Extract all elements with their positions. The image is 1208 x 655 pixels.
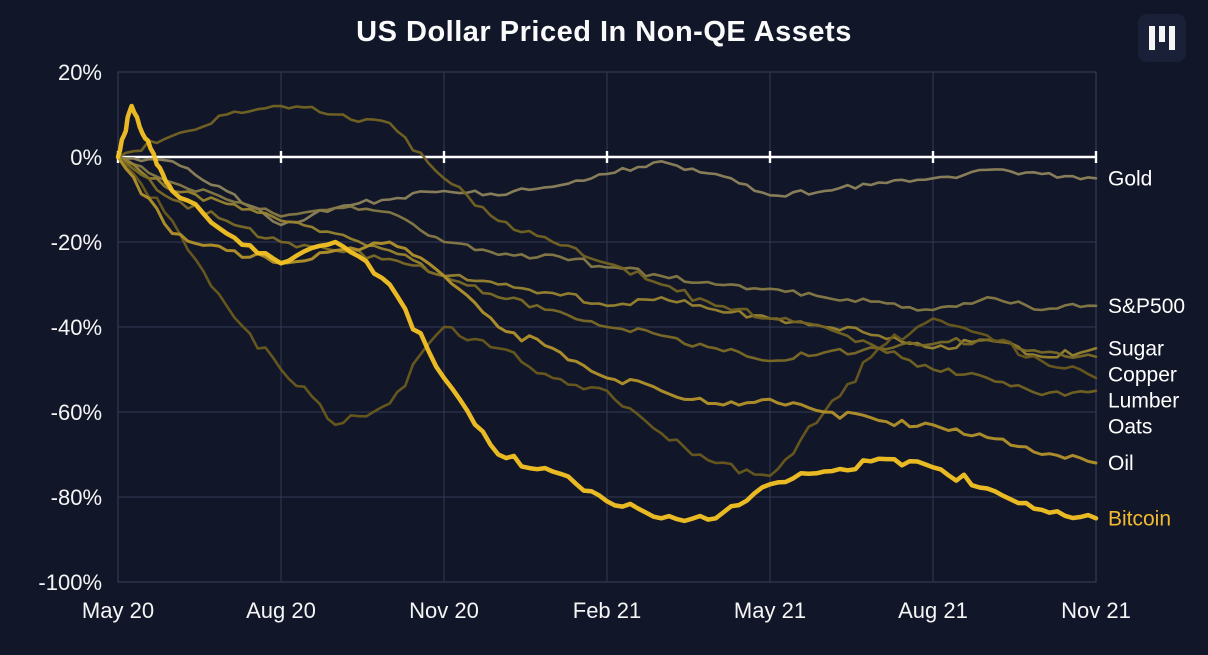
- three-bars-icon: [1149, 26, 1175, 50]
- y-tick-label: -20%: [51, 230, 102, 255]
- y-tick-label: 20%: [58, 60, 102, 85]
- series-line-sp500: [116, 155, 1098, 312]
- y-tick-label: -60%: [51, 400, 102, 425]
- series-line-copper: [116, 155, 1098, 363]
- x-tick-label: Feb 21: [573, 598, 642, 623]
- x-tick-label: Nov 20: [409, 598, 479, 623]
- x-tick-label: Aug 20: [246, 598, 316, 623]
- y-tick-label: -80%: [51, 485, 102, 510]
- series-label-bitcoin: Bitcoin: [1108, 507, 1171, 530]
- series-label-lumber: Lumber: [1108, 389, 1179, 412]
- series-line-sugar: [116, 155, 1098, 359]
- chart-title: US Dollar Priced In Non-QE Assets: [356, 16, 852, 48]
- y-tick-label: -100%: [38, 570, 102, 595]
- brand-logo: [1138, 14, 1186, 62]
- x-tick-label: May 21: [734, 598, 806, 623]
- series-label-oil: Oil: [1108, 452, 1134, 475]
- series-line-bitcoin: [115, 103, 1099, 524]
- series-line-gold: [116, 155, 1098, 227]
- y-tick-label: -40%: [51, 315, 102, 340]
- series-label-gold: Gold: [1108, 167, 1152, 190]
- plot-border: [117, 71, 1097, 583]
- x-tick-label: Aug 21: [898, 598, 968, 623]
- series-label-copper: Copper: [1108, 363, 1177, 386]
- series-line-oats: [116, 104, 1098, 397]
- x-tick-label: Nov 21: [1061, 598, 1131, 623]
- series-line-lumber: [116, 155, 1098, 478]
- series-label-oats: Oats: [1108, 415, 1152, 438]
- series-label-sp500: S&P500: [1108, 295, 1185, 318]
- series-label-sugar: Sugar: [1108, 337, 1164, 360]
- x-tick-label: May 20: [82, 598, 154, 623]
- y-tick-label: 0%: [70, 145, 102, 170]
